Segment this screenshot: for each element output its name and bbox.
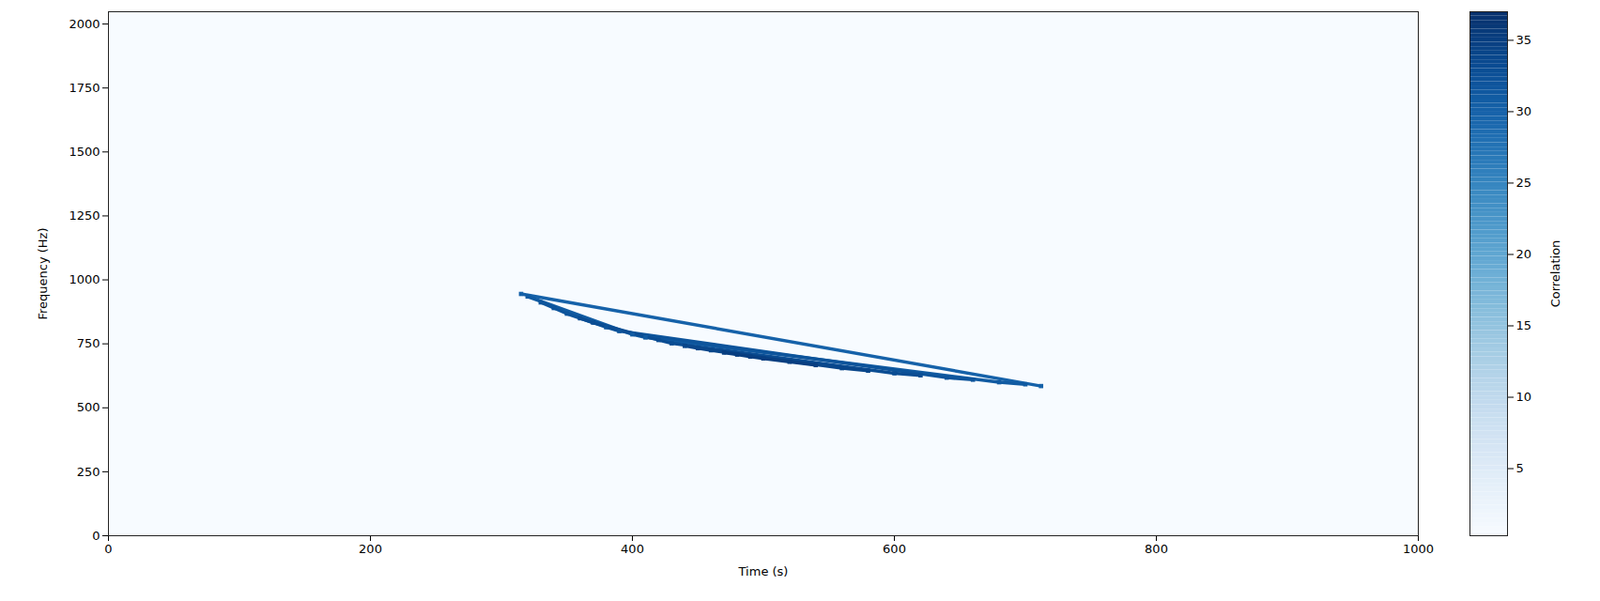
svg-text:0: 0 <box>92 528 100 543</box>
svg-text:2000: 2000 <box>68 16 100 31</box>
svg-text:35: 35 <box>1516 32 1533 47</box>
svg-text:400: 400 <box>620 541 645 556</box>
svg-text:1500: 1500 <box>68 144 100 159</box>
svg-text:200: 200 <box>358 541 383 556</box>
svg-text:30: 30 <box>1516 104 1533 119</box>
svg-text:500: 500 <box>76 400 101 415</box>
svg-text:10: 10 <box>1516 389 1533 404</box>
svg-text:1750: 1750 <box>68 80 100 95</box>
svg-text:15: 15 <box>1516 318 1533 333</box>
svg-text:5: 5 <box>1516 461 1524 476</box>
svg-text:Correlation: Correlation <box>1548 240 1563 308</box>
svg-text:20: 20 <box>1516 246 1533 262</box>
svg-text:1250: 1250 <box>68 208 100 223</box>
svg-text:600: 600 <box>882 541 907 556</box>
svg-text:750: 750 <box>76 336 101 351</box>
svg-text:0: 0 <box>104 541 112 556</box>
svg-text:250: 250 <box>76 464 101 479</box>
svg-text:1000: 1000 <box>1402 541 1434 556</box>
svg-text:1000: 1000 <box>68 272 100 287</box>
svg-text:800: 800 <box>1144 541 1169 556</box>
svg-text:25: 25 <box>1516 175 1533 190</box>
svg-text:Frequency (Hz): Frequency (Hz) <box>35 227 50 320</box>
svg-text:Time (s): Time (s) <box>738 564 789 579</box>
